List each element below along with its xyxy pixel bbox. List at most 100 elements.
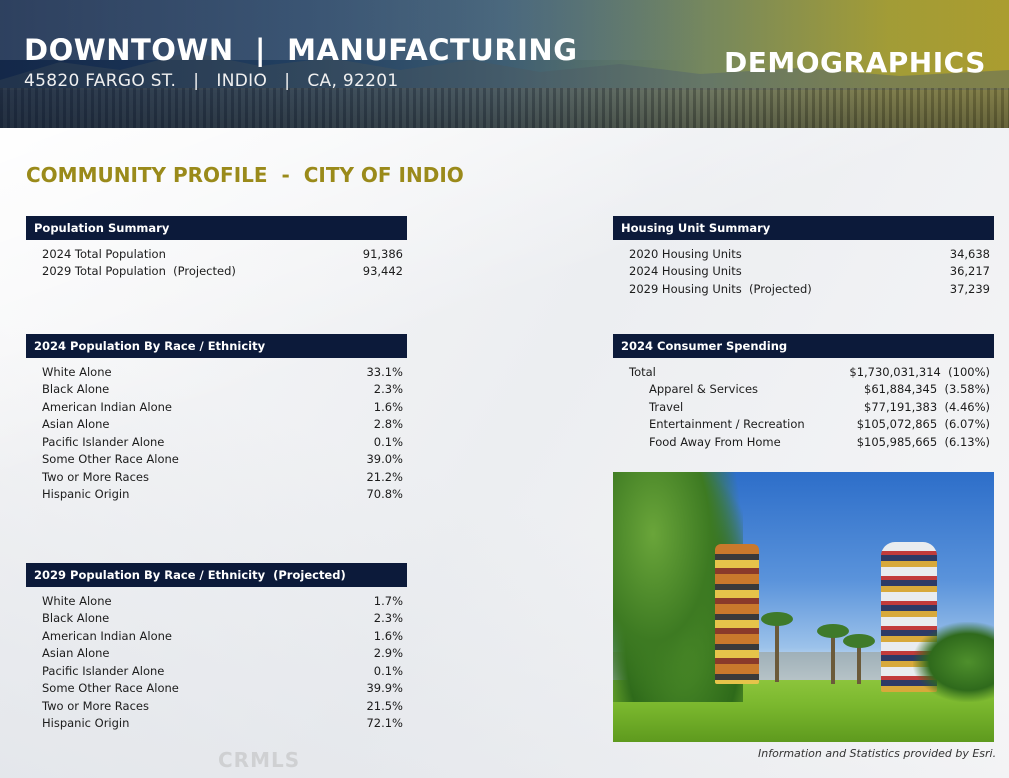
table-row: American Indian Alone 1.6% [26, 398, 407, 416]
page-title: DOWNTOWN | MANUFACTURING [24, 33, 578, 67]
row-label: Travel [649, 399, 684, 414]
row-value: 21.5% [366, 698, 403, 713]
row-value: 33.1% [366, 364, 403, 379]
row-label: Some Other Race Alone [42, 452, 179, 467]
photo-totem-left [715, 544, 759, 684]
row-value: 34,638 [949, 246, 990, 261]
table-row: Two or More Races 21.5% [26, 697, 407, 715]
row-label: American Indian Alone [42, 399, 173, 414]
row-label: White Alone [42, 364, 112, 379]
table-header: Housing Unit Summary [613, 216, 994, 240]
photo-trees-right [913, 622, 994, 702]
photo-palm-tree [761, 612, 793, 682]
table-row: American Indian Alone 1.6% [26, 627, 407, 645]
table-row: Hispanic Origin 70.8% [26, 486, 407, 504]
table-header: Population Summary [26, 216, 407, 240]
row-value: 2.3% [373, 382, 403, 397]
table-row: Two or More Races 21.2% [26, 468, 407, 486]
row-label: Pacific Islander Alone [42, 663, 165, 678]
section-heading: COMMUNITY PROFILE - CITY OF INDIO [26, 163, 464, 187]
photo-palm-tree [817, 624, 849, 684]
table-row: 2024 Total Population 91,386 [26, 245, 407, 263]
property-address: 45820 FARGO ST. | INDIO | CA, 92201 [24, 71, 399, 91]
table-row: Apparel & Services $61,884,345 (3.58%) [613, 381, 994, 399]
row-label: White Alone [42, 593, 112, 608]
row-label: Hispanic Origin [42, 716, 130, 731]
photo-palm-tree [843, 634, 875, 684]
row-value: 2.3% [373, 611, 403, 626]
row-label: Two or More Races [42, 469, 149, 484]
row-value: 0.1% [373, 663, 403, 678]
row-label: Entertainment / Recreation [649, 417, 805, 432]
row-value: 2.8% [373, 417, 403, 432]
city-photo [613, 472, 994, 742]
table-row: 2029 Housing Units (Projected) 37,239 [613, 280, 994, 298]
header-banner [0, 0, 1009, 128]
row-value: 21.2% [366, 469, 403, 484]
row-label: Pacific Islander Alone [42, 434, 165, 449]
row-label: 2029 Housing Units (Projected) [629, 281, 812, 296]
row-value: $77,191,383 (4.46%) [864, 399, 990, 414]
row-label: Black Alone [42, 382, 110, 397]
race-2029-table: 2029 Population By Race / Ethnicity (Pro… [26, 563, 407, 732]
row-value: 2.9% [373, 646, 403, 661]
table-row: Hispanic Origin 72.1% [26, 715, 407, 733]
row-label: 2029 Total Population (Projected) [42, 264, 236, 279]
table-row: Some Other Race Alone 39.9% [26, 680, 407, 698]
race-2024-table: 2024 Population By Race / Ethnicity Whit… [26, 334, 407, 503]
row-value: 39.9% [366, 681, 403, 696]
table-header: 2029 Population By Race / Ethnicity (Pro… [26, 563, 407, 587]
row-value: 36,217 [949, 264, 990, 279]
table-row: Travel $77,191,383 (4.46%) [613, 398, 994, 416]
row-value: 39.0% [366, 452, 403, 467]
table-row: Pacific Islander Alone 0.1% [26, 662, 407, 680]
row-label: Some Other Race Alone [42, 681, 179, 696]
table-row: Black Alone 2.3% [26, 381, 407, 399]
watermark: CRMLS [218, 748, 301, 772]
row-value: 37,239 [949, 281, 990, 296]
row-value: 1.6% [373, 628, 403, 643]
row-value: $105,985,665 (6.13%) [856, 434, 990, 449]
row-value: $61,884,345 (3.58%) [864, 382, 990, 397]
row-label: 2024 Total Population [42, 246, 166, 261]
table-row: Some Other Race Alone 39.0% [26, 451, 407, 469]
row-label: Black Alone [42, 611, 110, 626]
table-row: 2024 Housing Units 36,217 [613, 263, 994, 281]
table-row: Black Alone 2.3% [26, 610, 407, 628]
row-label: Asian Alone [42, 417, 110, 432]
table-row: 2029 Total Population (Projected) 93,442 [26, 263, 407, 281]
table-row: Food Away From Home $105,985,665 (6.13%) [613, 433, 994, 451]
table-row: Asian Alone 2.9% [26, 645, 407, 663]
table-row: Entertainment / Recreation $105,072,865 (… [613, 416, 994, 434]
row-value: 93,442 [362, 264, 403, 279]
table-row: White Alone 1.7% [26, 592, 407, 610]
population-summary-table: Population Summary 2024 Total Population… [26, 216, 407, 280]
row-label: Total [629, 364, 656, 379]
row-label: 2020 Housing Units [629, 246, 742, 261]
source-credit: Information and Statistics provided by E… [758, 747, 997, 760]
row-label: Food Away From Home [649, 434, 781, 449]
row-value: 91,386 [362, 246, 403, 261]
row-label: Apparel & Services [649, 382, 759, 397]
table-header: 2024 Consumer Spending [613, 334, 994, 358]
banner-overlay [0, 0, 1009, 128]
row-label: Asian Alone [42, 646, 110, 661]
row-label: Two or More Races [42, 698, 149, 713]
row-value: 0.1% [373, 434, 403, 449]
table-row: Asian Alone 2.8% [26, 416, 407, 434]
row-value: $1,730,031,314 (100%) [849, 364, 990, 379]
demographics-badge: DEMOGRAPHICS [724, 46, 986, 79]
consumer-spending-table: 2024 Consumer Spending Total $1,730,031,3… [613, 334, 994, 451]
row-value: 70.8% [366, 487, 403, 502]
row-label: 2024 Housing Units [629, 264, 742, 279]
row-label: American Indian Alone [42, 628, 173, 643]
table-row: Total $1,730,031,314 (100%) [613, 363, 994, 381]
housing-summary-table: Housing Unit Summary 2020 Housing Units … [613, 216, 994, 298]
table-row: White Alone 33.1% [26, 363, 407, 381]
table-header: 2024 Population By Race / Ethnicity [26, 334, 407, 358]
table-row: 2020 Housing Units 34,638 [613, 245, 994, 263]
table-row: Pacific Islander Alone 0.1% [26, 433, 407, 451]
row-label: Hispanic Origin [42, 487, 130, 502]
row-value: 72.1% [366, 716, 403, 731]
row-value: 1.6% [373, 399, 403, 414]
